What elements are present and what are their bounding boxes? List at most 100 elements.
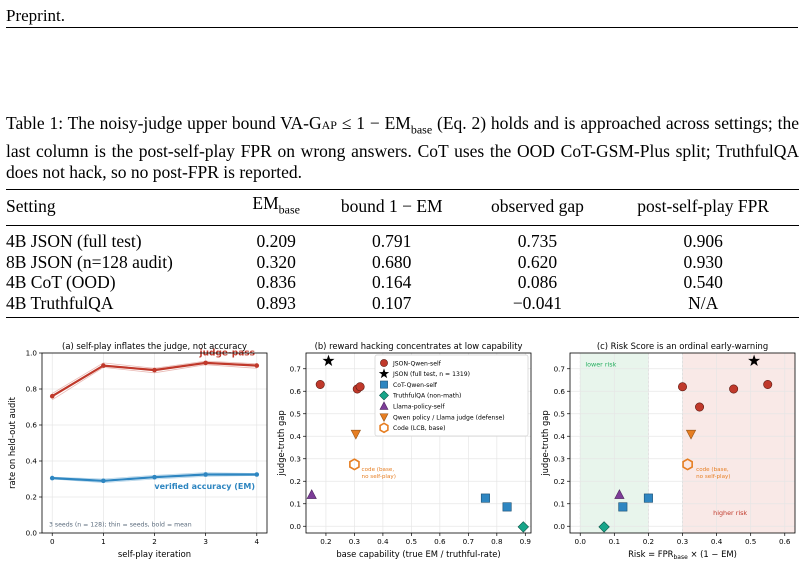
y-tick-label: 0.2 bbox=[290, 477, 301, 486]
cell-setting: 4B JSON (full test) bbox=[6, 225, 237, 252]
y-tick-label: 0.4 bbox=[554, 432, 566, 441]
x-tick-label: 0.6 bbox=[434, 537, 446, 546]
x-tick-label: 0 bbox=[50, 537, 55, 546]
x-tick-label: 3 bbox=[203, 537, 208, 546]
cell-setting: 8B JSON (n=128 audit) bbox=[6, 251, 173, 272]
point-star bbox=[748, 354, 761, 366]
panel-note: 3 seeds (n = 128); thin = seeds, bold = … bbox=[49, 522, 192, 529]
series-label-judge-pass: judge-pass bbox=[199, 349, 255, 359]
point-triangle-down bbox=[685, 429, 697, 440]
legend-label: Llama-policy-self bbox=[393, 404, 445, 411]
x-tick-label: 0.9 bbox=[520, 537, 532, 546]
point-triangle-up bbox=[379, 401, 389, 410]
cell-em: 0.320 bbox=[256, 251, 296, 272]
x-tick-label: 2 bbox=[152, 537, 157, 546]
seed-line bbox=[52, 364, 257, 401]
point-diamond bbox=[598, 521, 610, 533]
y-tick-label: 0.7 bbox=[554, 364, 565, 373]
panel-a-self-play: judge-pass verified accuracy (EM) 3 seeds … bbox=[7, 341, 268, 559]
caption-text-2: ≤ 1 − EM bbox=[336, 113, 411, 133]
cell-gap: −0.041 bbox=[467, 292, 608, 318]
caption-smallcaps: ap bbox=[321, 113, 337, 133]
annotation-text: code (base, bbox=[362, 467, 395, 473]
x-tick-label: 0.5 bbox=[745, 537, 756, 546]
y-axis-label: judge-truth gap bbox=[540, 410, 550, 477]
header-gap: observed gap bbox=[467, 189, 608, 226]
series-point bbox=[152, 367, 157, 373]
legend-label: CoT-Qwen-self bbox=[393, 382, 438, 389]
caption-subscript: base bbox=[410, 122, 433, 137]
header-em: EMbase bbox=[236, 189, 316, 226]
legend-label: Qwen policy / Llama judge (defense) bbox=[393, 414, 505, 421]
cell-em: 0.893 bbox=[236, 292, 316, 318]
panel-b-reward-hacking: code (base,no self-play) JSON-Qwen-selfJS… bbox=[276, 341, 531, 559]
table-caption: Table 1: The noisy-judge upper bound VA-… bbox=[6, 113, 799, 183]
y-tick-label: 0.6 bbox=[26, 421, 38, 430]
y-tick-label: 0.5 bbox=[554, 409, 565, 418]
series-label-verified: verified accuracy (EM) bbox=[154, 482, 255, 491]
point-square bbox=[380, 380, 388, 389]
x-tick-label: 0.0 bbox=[575, 537, 587, 546]
point-hexagon bbox=[379, 422, 389, 434]
caption-text-1: Table 1: The noisy-judge upper bound VA-… bbox=[6, 113, 322, 133]
series-point bbox=[254, 472, 260, 477]
point-hexagon bbox=[682, 458, 693, 471]
x-tick-label: 0.1 bbox=[609, 537, 620, 546]
x-tick-label: 0.2 bbox=[643, 537, 654, 546]
table-header-row: Setting EMbase bound 1 − EM observed gap… bbox=[6, 189, 799, 226]
x-axis-label-sub: base bbox=[674, 554, 689, 561]
point-circle bbox=[315, 379, 325, 389]
y-tick-label: 0.8 bbox=[26, 385, 38, 394]
legend-label: TruthfulQA (non-math) bbox=[392, 393, 461, 400]
annotation-text: no self-play) bbox=[696, 474, 730, 480]
legend-label: JSON-Qwen-self bbox=[392, 360, 442, 367]
table-row: 4B CoT (OOD) 0.836 0.164 0.086 0.540 bbox=[6, 272, 799, 293]
point-square bbox=[618, 502, 628, 512]
table-row: 4B JSON (full test) 0.209 0.791 0.735 0.… bbox=[6, 225, 799, 252]
figure-panels: judge-pass verified accuracy (EM) 3 seeds … bbox=[7, 341, 796, 561]
cell-em: 0.209 bbox=[236, 225, 316, 252]
point-star bbox=[378, 368, 390, 379]
y-tick-label: 0.0 bbox=[290, 522, 302, 531]
annotation-text: no self-play) bbox=[362, 474, 396, 480]
series-point bbox=[49, 393, 55, 399]
point-circle bbox=[355, 382, 365, 392]
cell-setting: 4B TruthfulQA bbox=[6, 292, 237, 318]
series-point bbox=[49, 475, 55, 481]
y-tick-label: 0.4 bbox=[290, 432, 302, 441]
running-header: Preprint. bbox=[6, 6, 66, 25]
point-hexagon bbox=[349, 458, 360, 471]
y-tick-label: 0.4 bbox=[26, 457, 38, 466]
cell-em: 0.836 bbox=[256, 272, 296, 292]
point-square bbox=[643, 493, 653, 503]
table-row: 4B TruthfulQA 0.893 0.107 −0.041 N/A bbox=[6, 292, 799, 318]
y-axis-label: judge-truth gap bbox=[276, 410, 286, 477]
point-triangle-down bbox=[379, 413, 389, 422]
risk-band bbox=[682, 353, 795, 533]
cell-gap: 0.086 bbox=[517, 272, 558, 292]
series-point bbox=[101, 478, 106, 484]
x-tick-label: 0.4 bbox=[377, 537, 389, 546]
legend-box bbox=[374, 354, 529, 437]
cell-bound: 0.680 bbox=[372, 251, 412, 272]
cell-fpr: 0.930 bbox=[683, 251, 723, 272]
y-tick-label: 0.6 bbox=[554, 387, 566, 396]
y-tick-label: 0.6 bbox=[290, 387, 302, 396]
x-tick-label: 0.7 bbox=[463, 537, 474, 546]
panel-c-risk-score: lower risk higher risk code (base,no self-… bbox=[540, 341, 796, 561]
cell-gap: 0.735 bbox=[467, 225, 608, 252]
table-row: 8B JSON (n=128 audit) 0.320 0.680 0.620 … bbox=[6, 252, 799, 273]
point-triangle-down bbox=[350, 429, 361, 440]
x-tick-label: 4 bbox=[254, 537, 259, 546]
x-tick-label: 0.6 bbox=[779, 537, 791, 546]
point-square bbox=[480, 493, 490, 503]
y-tick-label: 0.2 bbox=[554, 477, 565, 486]
point-circle bbox=[695, 402, 705, 412]
x-axis-label-tail: × (1 − EM) bbox=[688, 549, 737, 559]
header-em-label: EM bbox=[252, 193, 279, 213]
y-tick-label: 1.0 bbox=[26, 349, 38, 358]
x-tick-label: 0.5 bbox=[406, 537, 417, 546]
header-fpr: post-self-play FPR bbox=[607, 189, 799, 226]
band-label: lower risk bbox=[585, 361, 616, 369]
legend: JSON-Qwen-self JSON (full test, n = 1319)… bbox=[374, 354, 529, 437]
